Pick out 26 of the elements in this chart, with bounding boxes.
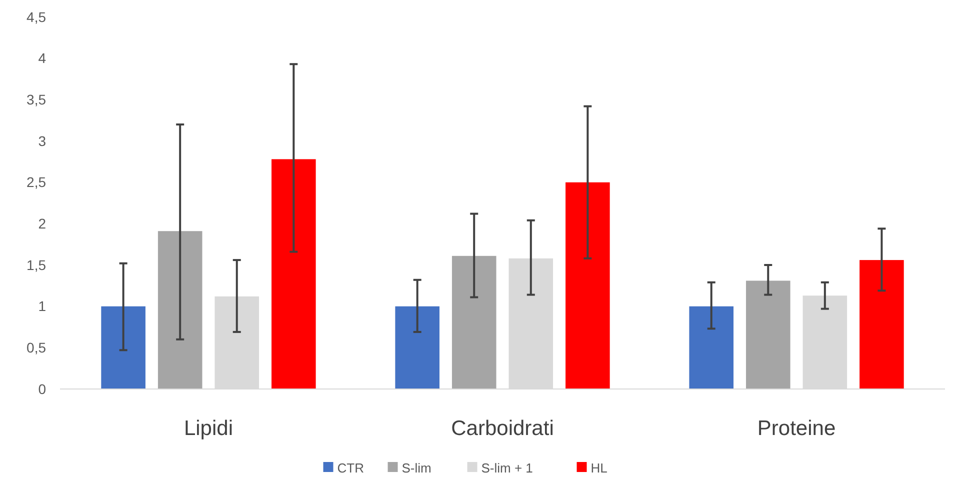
legend-label: S-lim + 1 <box>481 460 533 476</box>
y-tick-label: 0,5 <box>26 340 46 356</box>
y-tick-label: 3 <box>38 132 46 149</box>
y-tick-label: 4 <box>38 50 46 66</box>
bar <box>746 280 790 389</box>
bar <box>158 231 202 389</box>
legend-label: S-lim <box>402 460 432 476</box>
y-tick-label: 2 <box>38 216 46 232</box>
y-tick-label: 1,5 <box>26 256 46 273</box>
bar <box>452 256 496 389</box>
x-tick-label: Proteine <box>757 417 836 440</box>
bar <box>101 306 146 389</box>
bar <box>566 182 610 389</box>
bar <box>689 306 734 389</box>
x-tick-label: Carboidrati <box>451 417 554 440</box>
legend-label: CTR <box>337 460 364 476</box>
legend-label: HL <box>590 460 608 476</box>
y-tick-label: 3,5 <box>26 92 46 108</box>
bar <box>860 260 904 389</box>
x-tick-label: Lipidi <box>184 417 234 440</box>
y-tick-label: 4,5 <box>26 8 46 25</box>
bar <box>272 159 316 389</box>
y-tick-label: 0 <box>38 380 46 397</box>
y-tick-label: 1 <box>38 298 46 314</box>
y-tick-label: 2,5 <box>26 174 46 190</box>
bar <box>395 306 440 389</box>
